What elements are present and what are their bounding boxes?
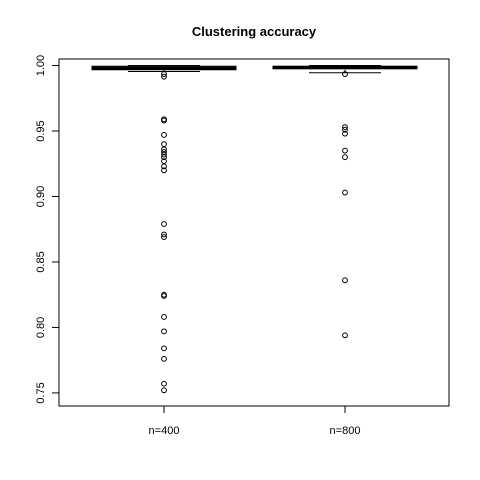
- outlier-point: [161, 73, 167, 80]
- outlier-point: [161, 154, 167, 161]
- outlier-point: [161, 163, 167, 170]
- outlier-point: [161, 234, 167, 240]
- outlier-point: [342, 277, 348, 284]
- y-axis: 0.75 0.80 0.85 0.90 0.95 1.00: [35, 55, 60, 404]
- x-axis: n=400 n=800: [149, 405, 361, 437]
- outlier-point: [342, 332, 348, 339]
- x-tick-label: n=400: [149, 425, 180, 437]
- y-tick-label: 0.75: [35, 382, 47, 403]
- chart-title: Clustering accuracy: [192, 24, 317, 39]
- outlier-point: [161, 293, 167, 299]
- outlier-point: [342, 189, 348, 196]
- outlier-point: [161, 231, 167, 238]
- outlier-point: [161, 221, 167, 227]
- outlier-point: [161, 314, 167, 320]
- y-tick-label: 0.85: [35, 251, 47, 272]
- outlier-point: [161, 345, 167, 352]
- y-tick-label: 0.80: [35, 317, 47, 338]
- outlier-point: [342, 124, 348, 130]
- outlier-point: [342, 71, 348, 77]
- x-tick-label: n=800: [330, 425, 361, 437]
- outlier-point: [161, 355, 167, 362]
- y-tick-label: 0.90: [35, 186, 47, 207]
- outlier-point: [161, 117, 167, 124]
- y-tick-label: 0.95: [35, 120, 47, 141]
- outlier-point: [161, 132, 167, 138]
- outlier-point: [161, 328, 167, 335]
- outlier-point: [161, 141, 167, 148]
- box-series: [91, 65, 418, 394]
- box-n=400: [91, 65, 237, 394]
- outlier-point: [342, 126, 348, 133]
- outlier-point: [161, 167, 167, 174]
- plot-area-frame: [58, 58, 450, 407]
- outlier-point: [161, 71, 167, 77]
- outlier-point: [161, 151, 167, 158]
- outlier-point: [161, 387, 167, 394]
- outlier-point: [342, 130, 348, 137]
- box-n=800: [272, 65, 418, 339]
- y-tick-label: 1.00: [35, 55, 47, 76]
- outlier-point: [342, 154, 348, 161]
- outlier-point: [161, 380, 167, 387]
- outlier-point: [342, 147, 348, 154]
